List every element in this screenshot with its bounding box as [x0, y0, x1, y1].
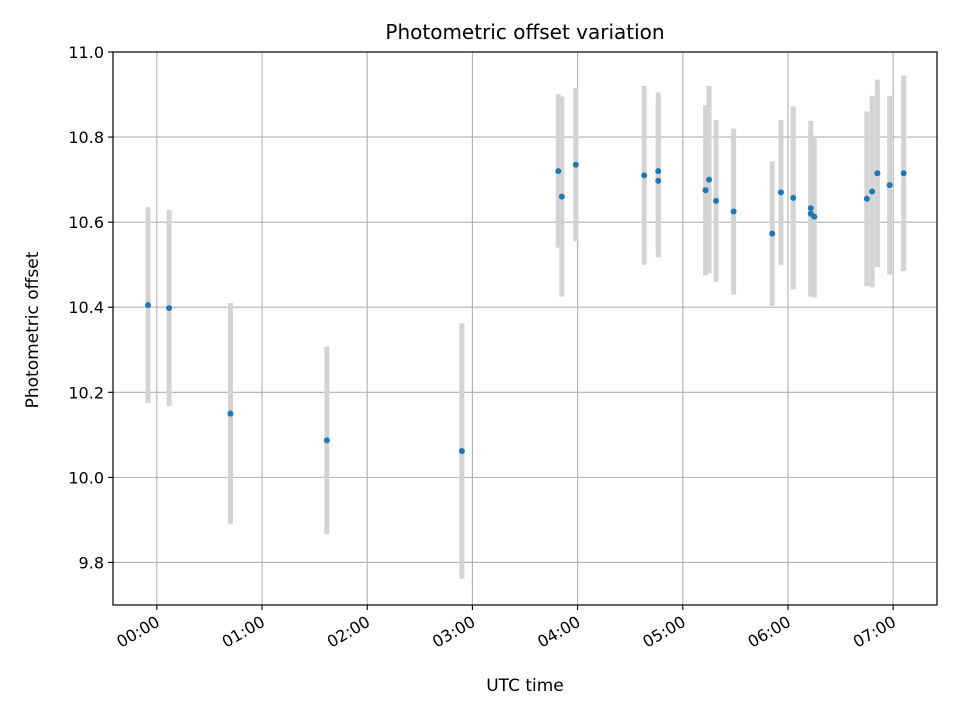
data-point: [702, 187, 709, 194]
data-point: [641, 172, 648, 179]
data-point: [730, 208, 737, 215]
data-points: [145, 161, 907, 455]
y-tick-label: 10.0: [68, 468, 104, 487]
data-point: [655, 168, 662, 175]
data-point: [900, 170, 907, 177]
data-point: [777, 189, 784, 196]
data-point: [572, 161, 579, 168]
y-tick-label: 11.0: [68, 43, 104, 62]
y-axis-label: Photometric offset: [23, 251, 43, 408]
data-point: [863, 195, 870, 202]
data-point: [769, 230, 776, 237]
data-point: [869, 188, 876, 195]
y-tick-label: 10.6: [68, 213, 104, 232]
chart-title: Photometric offset variation: [385, 20, 664, 44]
y-tick-label: 10.4: [68, 298, 104, 317]
y-tick-label: 10.8: [68, 128, 104, 147]
data-point: [790, 194, 797, 201]
y-tick-label: 10.2: [68, 383, 104, 402]
data-point: [555, 168, 562, 175]
grid: [113, 51, 937, 605]
data-point: [811, 213, 818, 220]
data-point: [807, 205, 814, 212]
data-point: [558, 193, 565, 200]
data-point: [655, 177, 662, 184]
data-point: [458, 448, 465, 455]
data-point: [227, 410, 234, 417]
x-axis-label: UTC time: [486, 676, 564, 696]
y-axis-ticks: 9.8 10.0 10.2 10.4 10.6 10.8 11.0: [68, 43, 113, 572]
data-point: [145, 302, 152, 309]
y-tick-label: 9.8: [79, 553, 104, 572]
data-point: [166, 305, 173, 312]
data-point: [713, 197, 720, 204]
data-point: [323, 437, 330, 444]
data-point: [706, 176, 713, 183]
plot-frame: [112, 51, 938, 606]
data-point: [874, 170, 881, 177]
data-point: [886, 182, 893, 189]
